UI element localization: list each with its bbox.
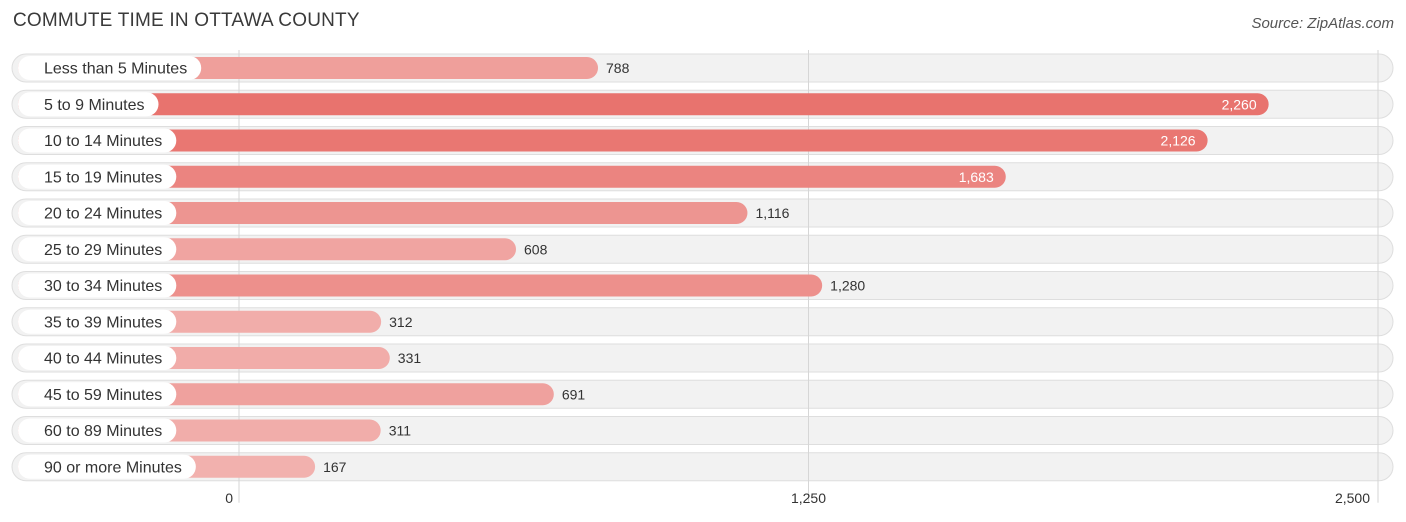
x-tick-label: 2,500 <box>1335 490 1370 506</box>
value-label: 788 <box>606 60 630 76</box>
category-label: 20 to 24 Minutes <box>44 206 162 223</box>
category-label: 5 to 9 Minutes <box>44 97 145 114</box>
value-label: 2,260 <box>1222 96 1257 112</box>
category-label-pill <box>18 128 177 153</box>
value-label: 2,126 <box>1161 133 1196 149</box>
category-label-pill <box>18 346 177 370</box>
bar[interactable] <box>18 93 1269 116</box>
category-label-pill <box>18 454 196 479</box>
value-label: 331 <box>398 350 422 366</box>
category-label: 40 to 44 Minutes <box>44 351 162 368</box>
category-label: Less than 5 Minutes <box>44 61 187 78</box>
category-label: 35 to 39 Minutes <box>44 314 162 331</box>
category-label-pill <box>18 237 177 262</box>
category-label-pill <box>18 164 177 189</box>
value-label: 691 <box>562 386 586 402</box>
value-label: 311 <box>389 423 412 439</box>
x-tick-label: 0 <box>225 490 233 506</box>
category-label-pill <box>18 201 177 225</box>
bar[interactable] <box>18 165 1006 188</box>
value-label: 1,683 <box>959 169 994 185</box>
value-label: 167 <box>323 459 347 475</box>
category-label-pill <box>18 56 202 80</box>
category-label-pill <box>18 92 159 117</box>
x-tick-label: 1,250 <box>791 490 826 506</box>
category-label: 25 to 29 Minutes <box>44 242 162 259</box>
value-label: 312 <box>389 314 413 330</box>
source-credit: Source: ZipAtlas.com <box>1251 15 1394 32</box>
category-label: 90 or more Minutes <box>44 459 182 476</box>
category-label: 30 to 34 Minutes <box>44 278 162 295</box>
value-label: 1,280 <box>830 278 865 294</box>
category-label-pill <box>18 418 177 443</box>
category-label-pill <box>18 309 177 334</box>
bar[interactable] <box>18 274 823 297</box>
chart-title: COMMUTE TIME IN OTTAWA COUNTY <box>13 10 360 31</box>
category-label: 10 to 14 Minutes <box>44 133 162 150</box>
row-background <box>11 452 1394 482</box>
category-label: 60 to 89 Minutes <box>44 423 162 440</box>
category-label-pill <box>18 273 177 298</box>
category-label: 15 to 19 Minutes <box>44 169 162 186</box>
bar[interactable] <box>18 202 748 224</box>
bar[interactable] <box>18 129 1208 152</box>
value-label: 1,116 <box>755 205 789 221</box>
value-label: 608 <box>524 241 548 257</box>
category-label: 45 to 59 Minutes <box>44 387 162 404</box>
category-label-pill <box>18 382 177 407</box>
